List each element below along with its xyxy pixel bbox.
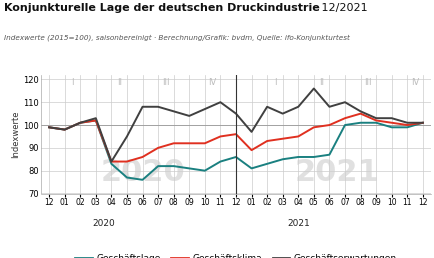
Y-axis label: Indexwerte: Indexwerte xyxy=(11,110,20,158)
Text: II: II xyxy=(116,78,122,87)
Text: 12/2021: 12/2021 xyxy=(318,3,367,13)
Text: I: I xyxy=(71,78,73,87)
Legend: Geschäftslage, Geschäftsklima, Geschäftserwartungen: Geschäftslage, Geschäftsklima, Geschäfts… xyxy=(72,250,399,258)
Text: 2021: 2021 xyxy=(294,158,379,188)
Text: II: II xyxy=(319,78,323,87)
Text: III: III xyxy=(364,78,371,87)
Text: I: I xyxy=(273,78,276,87)
Text: 2020: 2020 xyxy=(100,158,184,188)
Text: IV: IV xyxy=(208,78,216,87)
Text: 2021: 2021 xyxy=(286,219,309,228)
Text: IV: IV xyxy=(410,78,418,87)
Text: III: III xyxy=(162,78,169,87)
Text: Konjunkturelle Lage der deutschen Druckindustrie: Konjunkturelle Lage der deutschen Drucki… xyxy=(4,3,319,13)
Text: Indexwerte (2015=100), saisonbereinigt · Berechnung/Grafik: bvdm, Quelle: ifo-Ko: Indexwerte (2015=100), saisonbereinigt ·… xyxy=(4,35,349,42)
Text: 2020: 2020 xyxy=(92,219,115,228)
